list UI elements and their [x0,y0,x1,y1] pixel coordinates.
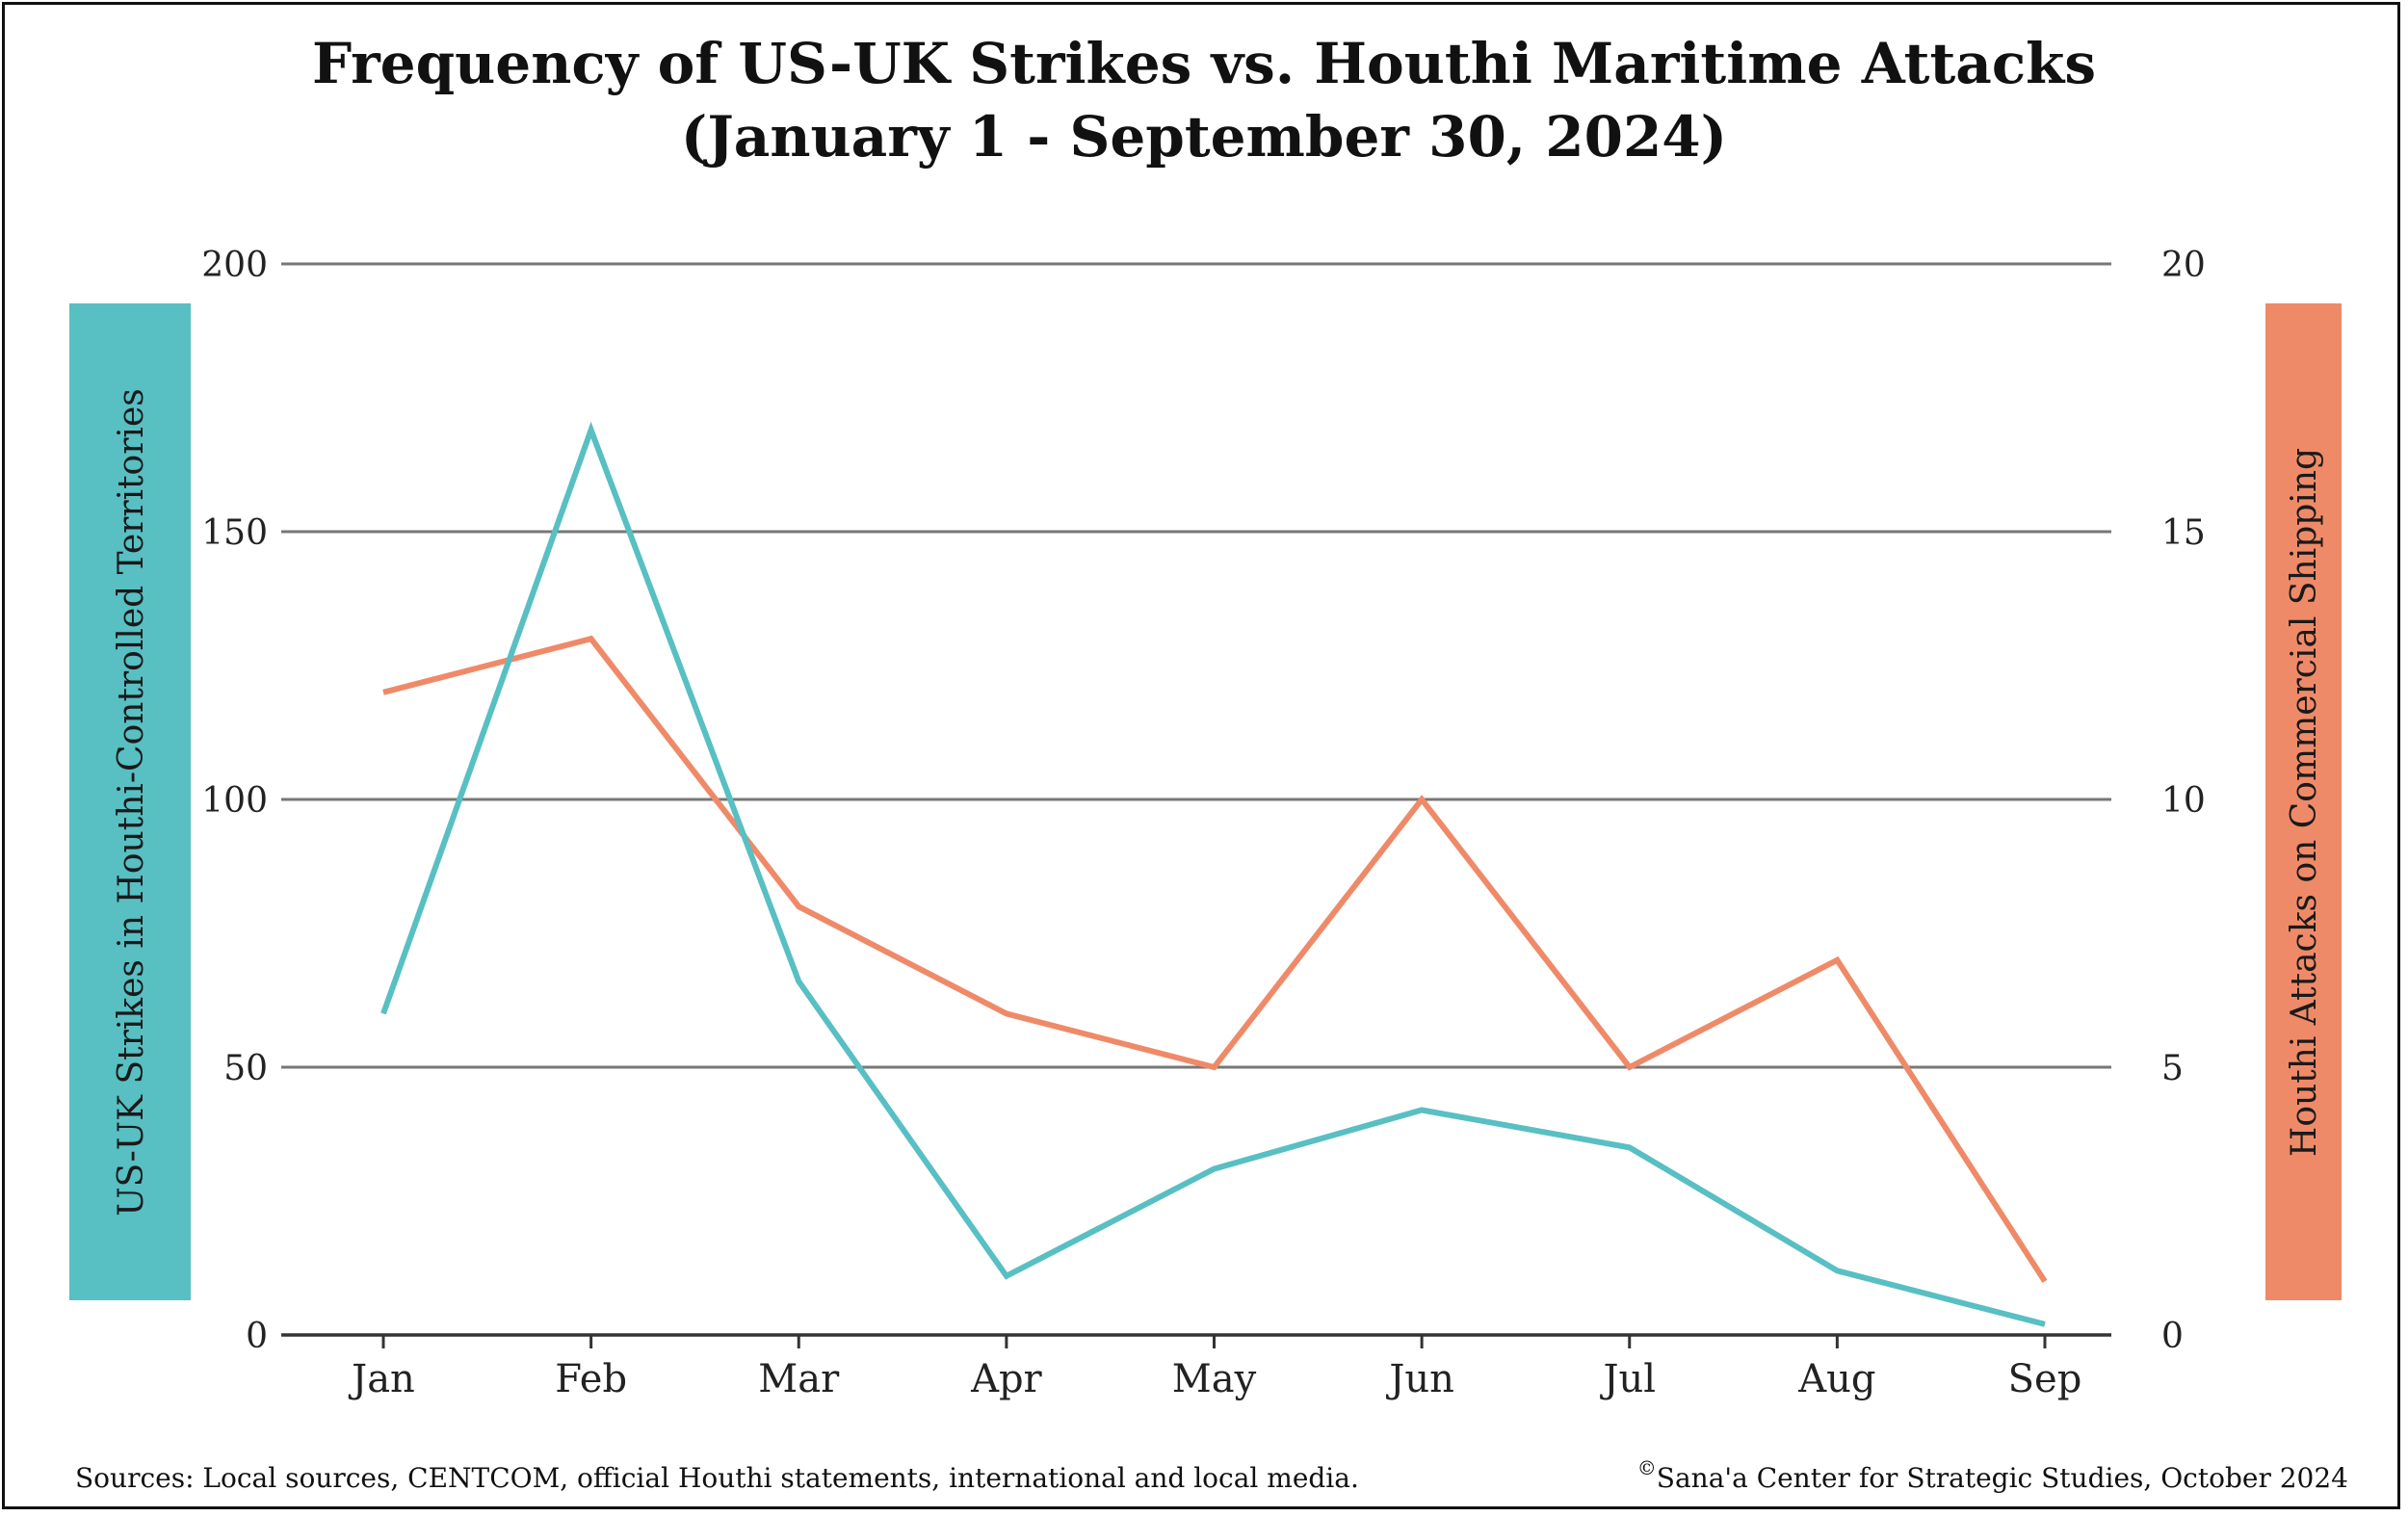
left-tick-label: 50 [223,1049,268,1088]
copyright-symbol: © [1636,1456,1657,1479]
right-axis-ticks: 0 5 10 15 20 [2161,246,2206,1356]
left-tick-label: 150 [201,513,268,553]
x-tick-label: Feb [555,1357,627,1401]
x-tick-label: Jul [1599,1357,1656,1401]
left-axis-label: US-UK Strikes in Houthi-Controlled Terri… [112,388,151,1216]
x-tick-label: Apr [970,1357,1042,1401]
gridlines [281,262,2111,1337]
left-axis-ticks: 0 50 100 150 200 [201,246,268,1356]
x-tick-label: Aug [1797,1357,1875,1401]
left-axis-label-band [69,303,191,1300]
left-tick-label: 0 [246,1317,268,1356]
x-tick-label: Jan [348,1357,415,1401]
credit-text: Sana'a Center for Strategic Studies, Oct… [1656,1462,2348,1494]
x-tick-label: Jun [1385,1357,1454,1401]
houthi-attacks-line [382,635,2048,1284]
chart-subtitle: (January 1 - September 30, 2024) [680,104,1728,170]
right-axis-label-band [2265,303,2342,1300]
right-tick-label: 10 [2161,781,2206,821]
credit-note: ©Sana'a Center for Strategic Studies, Oc… [1637,1456,2348,1494]
chart-title-line: Frequency of US-UK Strikes vs. Houthi Ma… [311,31,2097,96]
x-axis-ticks: Jan Feb Mar Apr May Jun Jul Aug Sep [348,1335,2081,1401]
chart-title: Frequency of US-UK Strikes vs. Houthi Ma… [0,27,2408,173]
left-tick-label: 100 [201,781,268,821]
x-tick-label: Sep [2008,1357,2082,1401]
right-tick-label: 20 [2161,246,2206,285]
right-axis-label: Houthi Attacks on Commercial Shipping [2285,448,2324,1157]
left-tick-label: 200 [201,246,268,285]
us-uk-strikes-line [380,421,2046,1327]
sources-note: Sources: Local sources, CENTCOM, officia… [75,1462,1359,1494]
right-tick-label: 0 [2161,1317,2184,1356]
series-lines [380,421,2048,1327]
x-tick-label: May [1172,1357,1257,1401]
x-tick-label: Mar [758,1357,840,1401]
right-tick-label: 15 [2161,513,2206,553]
right-tick-label: 5 [2161,1049,2184,1088]
